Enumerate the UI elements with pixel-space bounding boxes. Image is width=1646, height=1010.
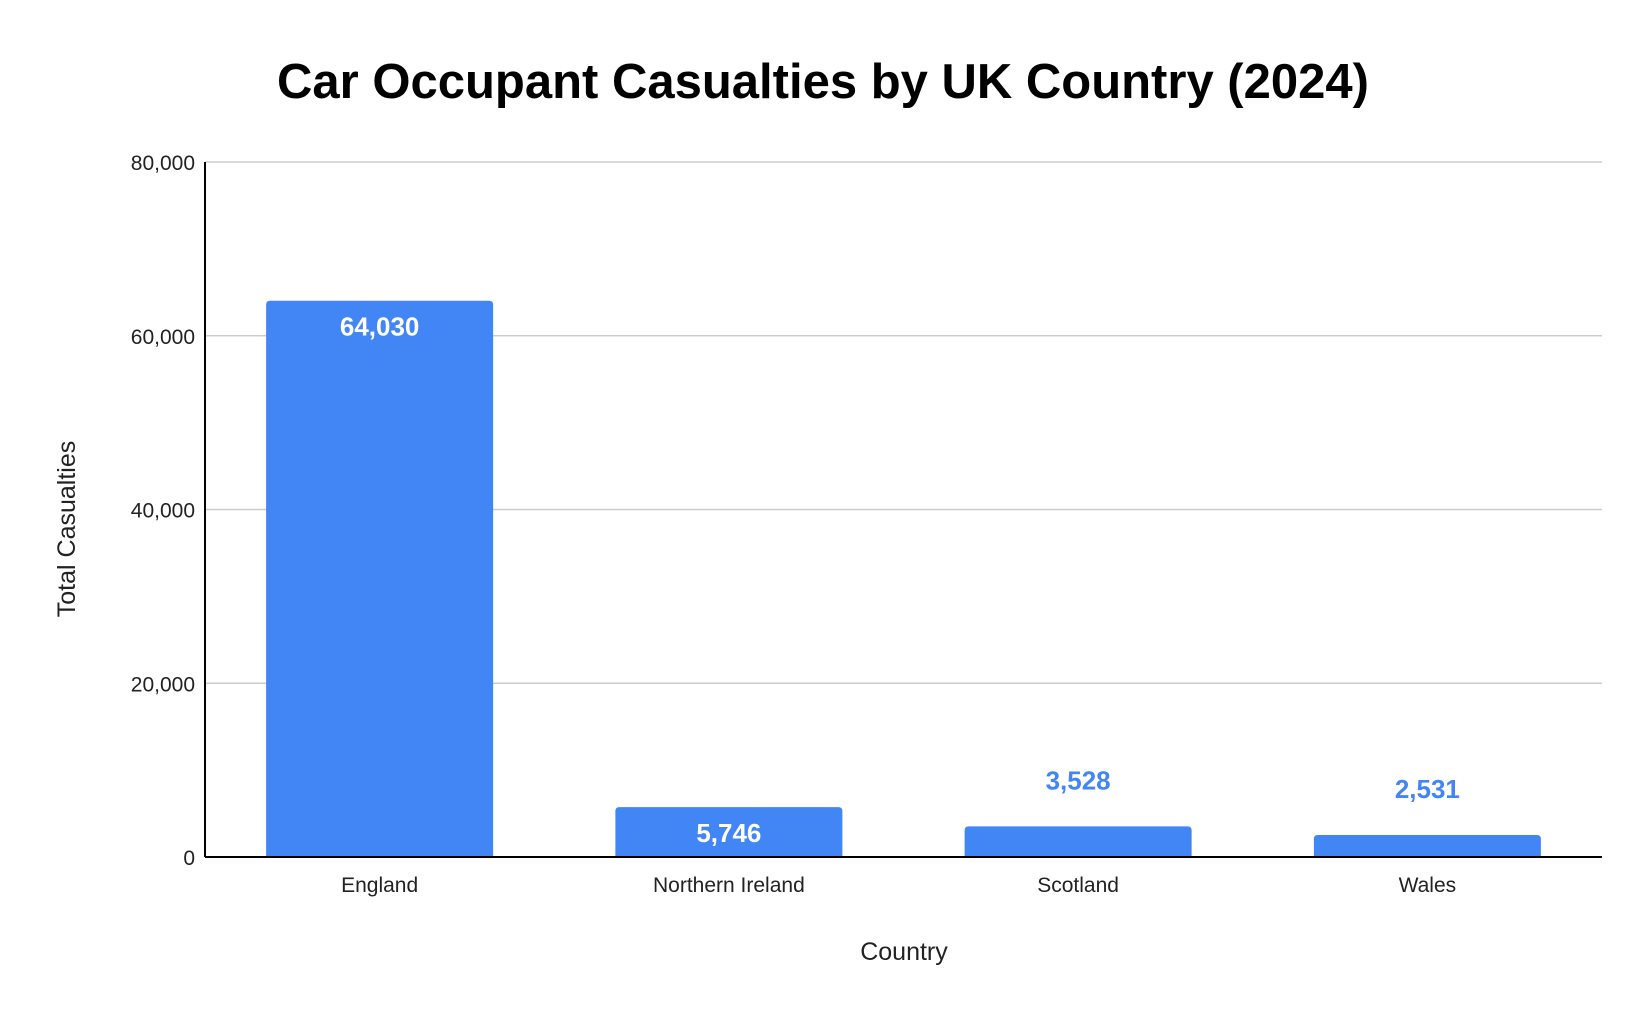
y-axis-title: Total Casualties xyxy=(53,441,81,617)
data-label: 5,746 xyxy=(696,818,761,848)
data-label: 2,531 xyxy=(1395,774,1460,804)
y-axis-ticks: 0 20,000 40,000 60,000 80,000 xyxy=(131,152,195,870)
x-axis-ticks: England Northern Ireland Scotland Wales xyxy=(341,874,1456,897)
y-tick-label: 60,000 xyxy=(131,326,195,349)
x-tick-label: Northern Ireland xyxy=(653,874,805,897)
y-tick-label: 40,000 xyxy=(131,500,195,523)
x-axis-title: Country xyxy=(860,938,948,966)
chart-title: Car Occupant Casualties by UK Country (2… xyxy=(277,55,1369,109)
bars xyxy=(266,300,1541,857)
data-label: 64,030 xyxy=(340,312,420,342)
x-tick-label: England xyxy=(341,874,418,897)
bar xyxy=(964,826,1192,857)
data-label: 3,528 xyxy=(1046,765,1111,795)
y-tick-label: 20,000 xyxy=(131,673,195,696)
data-labels: 64,030 5,746 3,528 2,531 xyxy=(340,312,1460,848)
bar xyxy=(615,807,843,857)
x-tick-label: Scotland xyxy=(1037,874,1119,897)
x-tick-label: Wales xyxy=(1399,874,1457,897)
bar xyxy=(266,300,494,857)
y-tick-label: 0 xyxy=(183,847,195,870)
bar xyxy=(1313,835,1541,857)
y-tick-label: 80,000 xyxy=(131,152,195,175)
